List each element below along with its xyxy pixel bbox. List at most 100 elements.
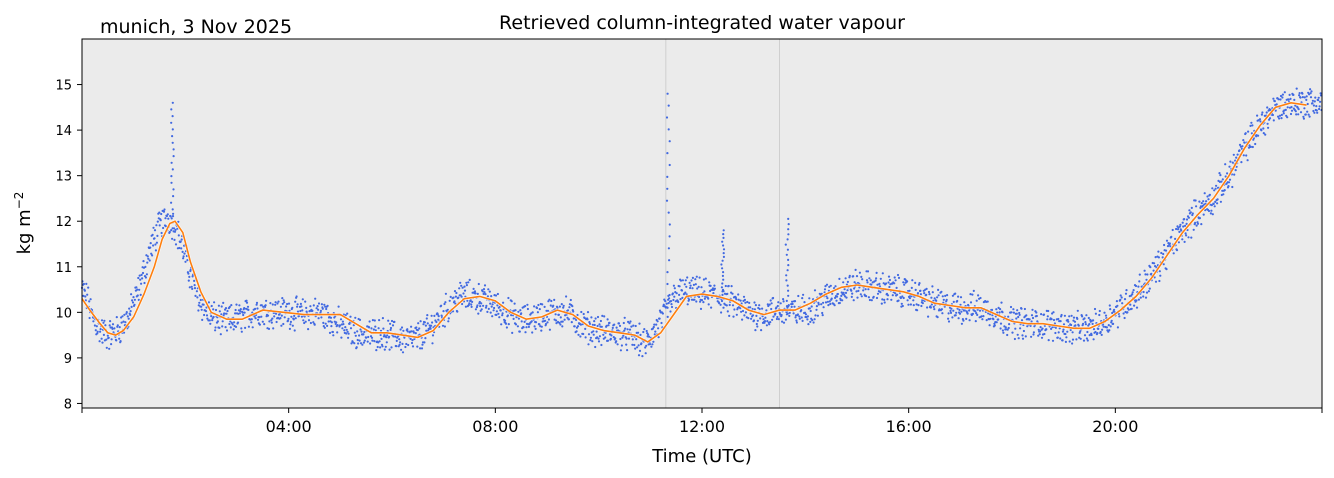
scatter-spike-point [171, 215, 175, 218]
scatter-point [446, 308, 449, 311]
scatter-spike-point [786, 284, 789, 287]
scatter-point [288, 327, 291, 330]
scatter-point [172, 227, 176, 230]
scatter-point [603, 315, 606, 318]
scatter-point [419, 320, 422, 323]
scatter-point [1032, 333, 1035, 336]
scatter-point [580, 310, 583, 314]
scatter-point [615, 340, 618, 343]
scatter-point [476, 292, 479, 295]
scatter-point [338, 324, 342, 327]
scatter-point [728, 314, 731, 317]
scatter-point [472, 287, 475, 290]
scatter-point [974, 310, 977, 313]
scatter-point [1115, 300, 1118, 303]
scatter-point [1306, 102, 1309, 106]
scatter-point [763, 320, 767, 323]
scatter-point [537, 303, 540, 307]
scatter-point [487, 307, 490, 310]
scatter-point [786, 312, 789, 315]
scatter-point [854, 268, 857, 271]
scatter-point [987, 312, 990, 315]
scatter-point [244, 326, 247, 329]
scatter-point [322, 321, 325, 324]
scatter-point [341, 320, 344, 323]
scatter-point [582, 332, 585, 336]
scatter-point [424, 324, 427, 327]
scatter-point [852, 275, 855, 278]
scatter-point [275, 320, 278, 324]
scatter-point [623, 329, 626, 332]
scatter-point [1119, 294, 1122, 297]
scatter-point [567, 318, 571, 321]
scatter-point [173, 230, 177, 233]
scatter-point [165, 214, 168, 218]
scatter-point [559, 316, 562, 319]
scatter-point [447, 317, 450, 320]
scatter-point [749, 312, 752, 315]
scatter-point [1144, 296, 1148, 299]
scatter-point [240, 330, 243, 333]
scatter-point [454, 295, 457, 298]
scatter-point [514, 323, 518, 326]
scatter-point [260, 315, 263, 318]
scatter-point [507, 296, 510, 300]
scatter-point [604, 336, 607, 339]
scatter-point [303, 321, 306, 325]
scatter-point [795, 321, 799, 324]
scatter-point [1172, 252, 1175, 255]
scatter-point [1047, 309, 1050, 313]
scatter-point [744, 301, 747, 304]
scatter-point [589, 339, 592, 342]
scatter-point [730, 285, 733, 288]
scatter-point [856, 296, 859, 299]
scatter-point [405, 342, 408, 346]
scatter-point [869, 279, 872, 282]
scatter-point [169, 215, 172, 218]
scatter-point [1067, 320, 1070, 323]
scatter-point [96, 330, 99, 333]
scatter-point [482, 304, 485, 307]
scatter-point [563, 318, 566, 321]
scatter-point [1228, 165, 1231, 168]
scatter-point [300, 315, 303, 318]
scatter-point [609, 337, 613, 340]
scatter-point [1079, 330, 1082, 333]
scatter-point [887, 281, 890, 284]
scatter-point [977, 294, 980, 297]
scatter-spike-point [785, 299, 788, 302]
y-tick-label: 13 [55, 170, 72, 185]
scatter-point [122, 320, 125, 323]
scatter-point [900, 302, 903, 305]
scatter-point [712, 292, 715, 295]
scatter-point [591, 323, 594, 326]
scatter-point [933, 297, 936, 300]
scatter-point [888, 278, 892, 282]
scatter-point [398, 343, 401, 346]
scatter-point [104, 324, 107, 327]
scatter-point [700, 286, 703, 289]
scatter-point [187, 272, 190, 275]
scatter-point [92, 320, 95, 323]
scatter-point [1169, 245, 1172, 248]
scatter-point [972, 289, 975, 292]
scatter-point [320, 303, 323, 306]
scatter-point [941, 312, 944, 315]
scatter-point [1260, 113, 1263, 116]
scatter-point [870, 283, 873, 286]
scatter-point [1311, 102, 1314, 105]
scatter-point [1203, 192, 1206, 195]
scatter-spike-point [666, 282, 669, 286]
scatter-point [879, 277, 882, 280]
scatter-point [540, 325, 543, 328]
scatter-point [909, 303, 913, 306]
scatter-point [1143, 269, 1146, 272]
scatter-point [691, 287, 694, 290]
scatter-point [1181, 238, 1184, 241]
scatter-point [419, 347, 422, 350]
scatter-point [392, 335, 395, 338]
scatter-point [154, 249, 157, 252]
scatter-point [746, 300, 749, 304]
scatter-point [756, 319, 759, 322]
scatter-point [347, 332, 350, 335]
